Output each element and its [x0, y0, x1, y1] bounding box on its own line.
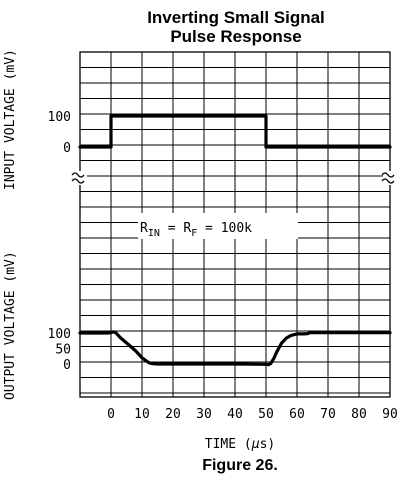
time-axis-label: TIME (µs): [205, 437, 275, 452]
output-y-tick-label: 0: [63, 358, 71, 373]
x-tick-label: 40: [227, 407, 243, 422]
axis-break-marks: [71, 171, 397, 185]
output-voltage-trace: [78, 330, 392, 367]
x-tick-label: 70: [320, 407, 336, 422]
axis-break-squiggle: [71, 178, 85, 184]
input-voltage-trace: [78, 114, 392, 149]
axis-break-squiggle: [381, 172, 395, 178]
x-tick-label: 60: [289, 407, 305, 422]
output-y-tick-label: 100: [48, 327, 71, 342]
chart-title-line-1: Inverting Small Signal: [147, 8, 325, 27]
figure-caption: Figure 26.: [202, 457, 278, 474]
resistor-annotation: RIN = RF = 100k: [138, 213, 298, 239]
axis-break-squiggle: [381, 178, 395, 184]
output-voltage-axis-label: OUTPUT VOLTAGE (mV): [3, 251, 18, 400]
x-tick-label: 10: [134, 407, 150, 422]
annotation-background: [138, 213, 298, 239]
chart-title-line-2: Pulse Response: [170, 27, 301, 46]
output-y-tick-label: 50: [55, 343, 71, 358]
input-y-tick-label: 100: [48, 110, 71, 125]
grid-lines: [80, 52, 390, 397]
plot-frame: [79, 51, 391, 398]
input-voltage-axis-label: INPUT VOLTAGE (mV): [3, 49, 18, 190]
axis-break-squiggle: [71, 172, 85, 178]
x-tick-label: 90: [382, 407, 398, 422]
x-tick-label: 50: [258, 407, 274, 422]
x-tick-label: 0: [107, 407, 115, 422]
x-tick-label: 20: [165, 407, 181, 422]
x-tick-label: 80: [351, 407, 367, 422]
x-tick-label: 30: [196, 407, 212, 422]
annotation-text: RIN = RF = 100k: [140, 221, 252, 239]
input-y-tick-label: 0: [63, 141, 71, 156]
